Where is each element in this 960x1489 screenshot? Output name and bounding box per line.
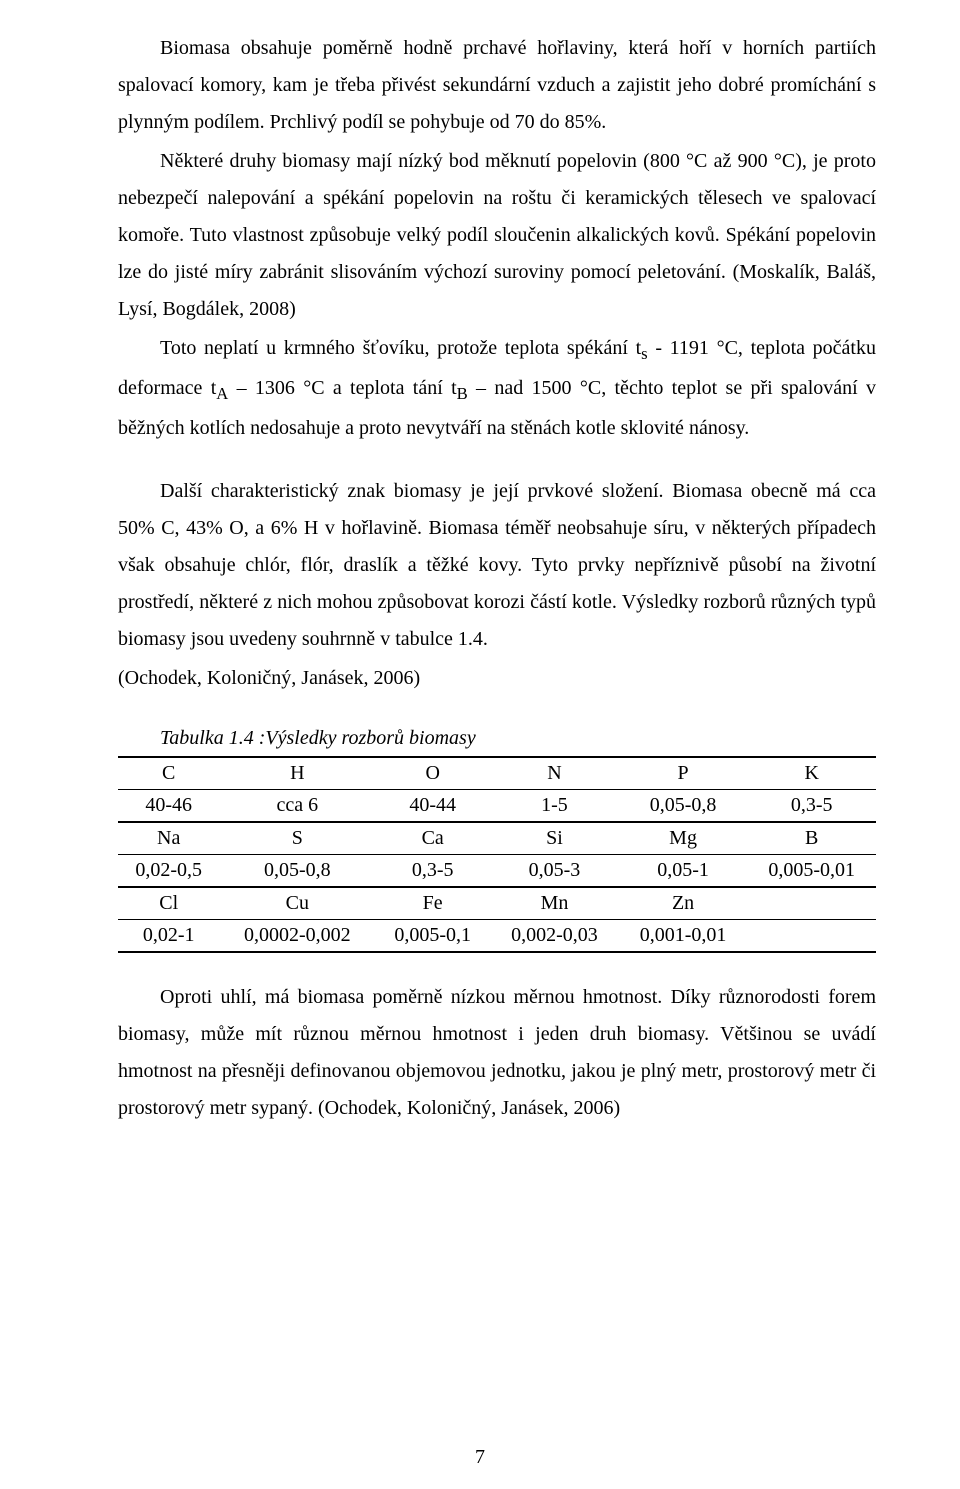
table-cell: 0,002-0,03 [490,919,619,952]
table-cell: P [619,757,748,790]
table-cell: Zn [619,887,748,920]
p2b-mid2: – 1306 °C a teplota tání t [228,377,456,399]
p2b-sub3: B [457,384,468,403]
table-cell: 40-44 [375,789,490,822]
table-cell: Ca [375,822,490,855]
table-row: NaSCaSiMgB [118,822,876,855]
table-cell: S [219,822,375,855]
table-cell: 0,001-0,01 [619,919,748,952]
table-row: CHONPK [118,757,876,790]
table-cell: 0,05-3 [490,854,619,887]
table-cell: 0,3-5 [375,854,490,887]
table-cell: 0,05-0,8 [219,854,375,887]
table-cell [747,919,876,952]
table-row: 40-46cca 640-441-50,05-0,80,3-5 [118,789,876,822]
table-cell: O [375,757,490,790]
page-number: 7 [0,1446,960,1469]
table-cell [747,887,876,920]
table-row: 0,02-0,50,05-0,80,3-50,05-30,05-10,005-0… [118,854,876,887]
table-cell: 40-46 [118,789,219,822]
table-cell: Fe [375,887,490,920]
paragraph-3: Další charakteristický znak biomasy je j… [118,473,876,658]
table-cell: Si [490,822,619,855]
paragraph-3-ref: (Ochodek, Koloničný, Janásek, 2006) [118,660,876,697]
table-row: 0,02-10,0002-0,0020,005-0,10,002-0,030,0… [118,919,876,952]
table-cell: 0,005-0,1 [375,919,490,952]
table-cell: B [747,822,876,855]
table-cell: H [219,757,375,790]
table-cell: K [747,757,876,790]
table-cell: 0,02-0,5 [118,854,219,887]
table-cell: Na [118,822,219,855]
table-cell: C [118,757,219,790]
table-cell: 0,005-0,01 [747,854,876,887]
page: Biomasa obsahuje poměrně hodně prchavé h… [0,0,960,1489]
table-cell: cca 6 [219,789,375,822]
p2b-pre: Toto neplatí u krmného šťovíku, protože … [160,337,641,359]
p2b-sub2: A [216,384,228,403]
table-cell: Cl [118,887,219,920]
table-cell: 0,05-0,8 [619,789,748,822]
table-cell: 1-5 [490,789,619,822]
table-cell: Mg [619,822,748,855]
table-cell: N [490,757,619,790]
table-cell: 0,02-1 [118,919,219,952]
paragraph-2b: Toto neplatí u krmného šťovíku, protože … [118,330,876,447]
table-cell: 0,05-1 [619,854,748,887]
paragraph-2a: Některé druhy biomasy mají nízký bod měk… [118,143,876,328]
table-row: ClCuFeMnZn [118,887,876,920]
paragraph-4: Oproti uhlí, má biomasa poměrně nízkou m… [118,979,876,1127]
table-cell: 0,3-5 [747,789,876,822]
table-cell: Mn [490,887,619,920]
table-cell: 0,0002-0,002 [219,919,375,952]
table-cell: Cu [219,887,375,920]
paragraph-1: Biomasa obsahuje poměrně hodně prchavé h… [118,30,876,141]
table-caption: Tabulka 1.4 :Výsledky rozborů biomasy [160,727,876,750]
biomass-table: CHONPK40-46cca 640-441-50,05-0,80,3-5NaS… [118,756,876,953]
